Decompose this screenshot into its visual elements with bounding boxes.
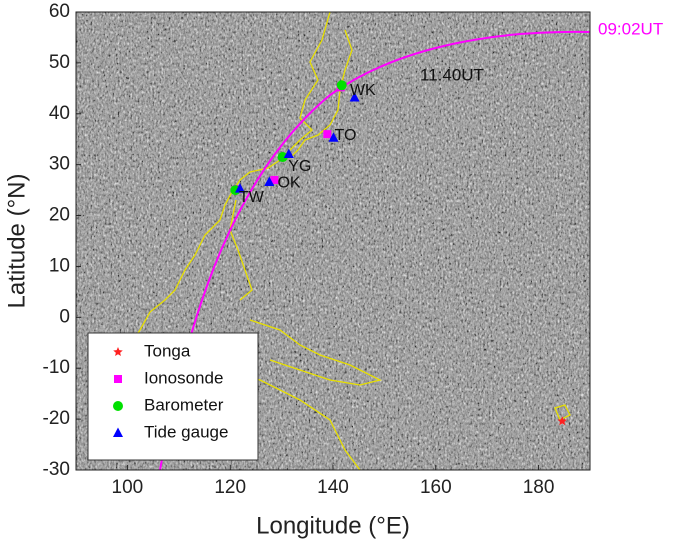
station-label: WK xyxy=(350,82,376,99)
star-marker xyxy=(557,416,567,426)
y-tick-label: 20 xyxy=(49,205,70,226)
x-axis-label: Longitude (°E) xyxy=(256,512,410,539)
star-marker xyxy=(113,347,123,357)
y-tick-label: 40 xyxy=(49,103,70,124)
new-guinea-coast xyxy=(249,319,382,386)
legend-label: Barometer xyxy=(144,395,224,414)
y-tick-label: 10 xyxy=(49,255,70,276)
y-tick-label: 0 xyxy=(59,306,70,327)
x-tick-label: 140 xyxy=(317,477,349,498)
annotation: 09:02UT xyxy=(598,19,663,38)
x-tick-label: 100 xyxy=(112,477,144,498)
y-tick-label: 50 xyxy=(49,52,70,73)
y-tick-label: 60 xyxy=(49,1,70,22)
y-axis-label: Latitude (°N) xyxy=(3,174,30,309)
triangle-marker xyxy=(283,148,294,158)
station-label: YG xyxy=(288,158,311,175)
x-tick-label: 160 xyxy=(420,477,452,498)
circle-marker xyxy=(336,80,347,91)
y-tick-label: -30 xyxy=(43,459,70,480)
triangle-marker xyxy=(264,176,275,186)
station-label: TW xyxy=(239,189,265,206)
square-marker xyxy=(270,175,279,184)
legend-label: Ionosonde xyxy=(144,368,223,387)
japan-coast xyxy=(289,29,353,159)
triangle-marker xyxy=(234,183,245,193)
station-label: OK xyxy=(277,175,300,192)
triangle-marker xyxy=(349,91,360,102)
circle-marker xyxy=(277,152,288,163)
legend-label: Tonga xyxy=(144,341,191,360)
square-marker xyxy=(114,375,122,383)
x-tick-label: 180 xyxy=(523,477,555,498)
annotation: 11:40UT xyxy=(420,65,484,84)
y-tick-label: 30 xyxy=(49,154,70,175)
legend-label: Tide gauge xyxy=(144,422,228,441)
y-tick-label: -10 xyxy=(43,357,70,378)
philippines-coast xyxy=(229,199,253,301)
y-tick-label: -20 xyxy=(43,408,70,429)
x-tick-label: 120 xyxy=(214,477,246,498)
station-label: TO xyxy=(335,127,357,144)
square-marker xyxy=(323,130,332,139)
fiji-coast xyxy=(554,404,571,421)
triangle-marker xyxy=(113,427,123,437)
circle-marker xyxy=(113,401,123,411)
triangle-marker xyxy=(328,132,339,142)
